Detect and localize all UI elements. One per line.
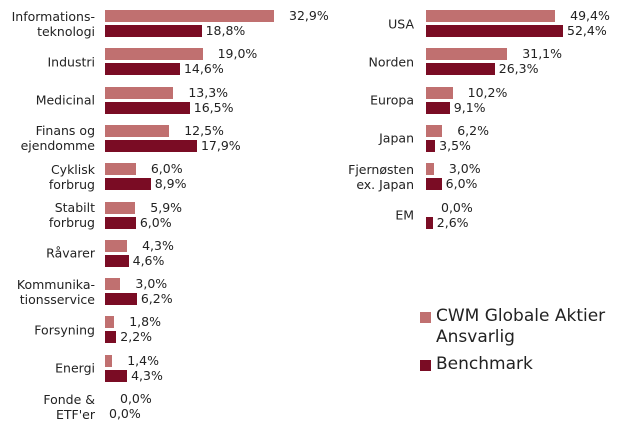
bar [105, 316, 115, 329]
category-label: Cyklisk forbrug [48, 161, 95, 192]
value-label: 6,2% [457, 122, 489, 138]
category-label: Industri [47, 54, 96, 70]
bar [426, 10, 556, 22]
category-label: Stabilt forbrug [48, 200, 95, 230]
category-label: Råvarer [46, 245, 95, 261]
bar [426, 25, 563, 37]
value-label: 3,5% [439, 137, 471, 153]
value-label: 52,4% [567, 23, 607, 38]
bar [426, 86, 453, 99]
bar [426, 63, 495, 76]
value-label: 32,9% [289, 8, 329, 23]
bar [105, 101, 190, 114]
value-label: 26,3% [498, 61, 539, 77]
value-label: 2,2% [120, 329, 153, 345]
bar [426, 139, 436, 152]
value-label: 6,2% [140, 291, 173, 307]
value-label: 13,3% [188, 84, 229, 100]
category-label: Medicinal [35, 92, 95, 108]
bar [426, 216, 433, 229]
category-label: EM [395, 207, 414, 223]
bar [105, 163, 136, 176]
bar [426, 124, 443, 137]
category-label: Informations- teknologi [11, 8, 95, 39]
bar [105, 25, 202, 37]
category-label: Fonde & ETF'er [43, 391, 95, 422]
value-label: 9,1% [453, 99, 486, 115]
bar [426, 48, 508, 61]
legend-swatch [420, 360, 431, 371]
bar [105, 331, 117, 344]
value-label: 0,0% [120, 391, 152, 406]
value-label: 16,5% [193, 99, 234, 115]
category-label: Norden [368, 54, 414, 70]
value-label: 31,1% [522, 46, 563, 62]
value-label: 19,0% [217, 46, 258, 62]
value-label: 8,9% [154, 176, 187, 192]
category-label: Energi [55, 360, 95, 376]
value-label: 14,6% [183, 61, 224, 77]
bar [105, 254, 129, 267]
bar [105, 86, 174, 99]
bar [105, 178, 151, 191]
value-label: 10,2% [467, 84, 508, 100]
value-label: 6,0% [139, 214, 172, 230]
bar [105, 201, 136, 214]
value-label: 18,8% [205, 23, 246, 38]
value-label: 1,8% [129, 314, 161, 330]
bar [105, 124, 170, 137]
bar [105, 293, 137, 306]
category-label: USA [388, 16, 414, 31]
bar [105, 10, 274, 22]
value-label: 17,9% [200, 137, 241, 153]
value-label: 6,0% [150, 161, 183, 177]
value-label: 0,0% [109, 406, 141, 421]
legend-swatch [420, 312, 431, 323]
bar [105, 239, 128, 252]
value-label: 49,4% [570, 8, 610, 23]
value-label: 4,3% [142, 237, 174, 253]
value-label: 6,0% [445, 176, 478, 192]
bar [105, 369, 128, 382]
category-label: Finans og ejendomme [20, 123, 95, 154]
bar [105, 278, 121, 291]
category-label: Kommunika- tionsservice [16, 276, 95, 307]
bar [426, 163, 434, 176]
value-label: 12,5% [184, 122, 224, 138]
bar [105, 354, 113, 367]
value-label: 2,6% [436, 214, 469, 230]
bar [426, 101, 450, 114]
category-label: Fjernøsten ex. Japan [348, 161, 414, 192]
value-label: 4,3% [131, 367, 163, 383]
category-label: Europa [370, 92, 414, 108]
bar [105, 139, 197, 152]
value-label: 3,0% [448, 161, 481, 177]
legend-label: CWM Globale Aktier Ansvarlig [436, 306, 606, 347]
value-label: 1,4% [127, 352, 159, 368]
category-label: Japan [379, 130, 414, 146]
bar [105, 48, 203, 61]
value-label: 3,0% [135, 276, 168, 292]
category-label: Forsyning [34, 322, 95, 338]
bar [105, 63, 180, 76]
bar [426, 178, 442, 191]
bar [105, 216, 136, 229]
value-label: 0,0% [441, 199, 473, 215]
value-label: 4,6% [132, 252, 165, 268]
value-label: 5,9% [150, 199, 183, 215]
legend-label: Benchmark [436, 354, 533, 374]
